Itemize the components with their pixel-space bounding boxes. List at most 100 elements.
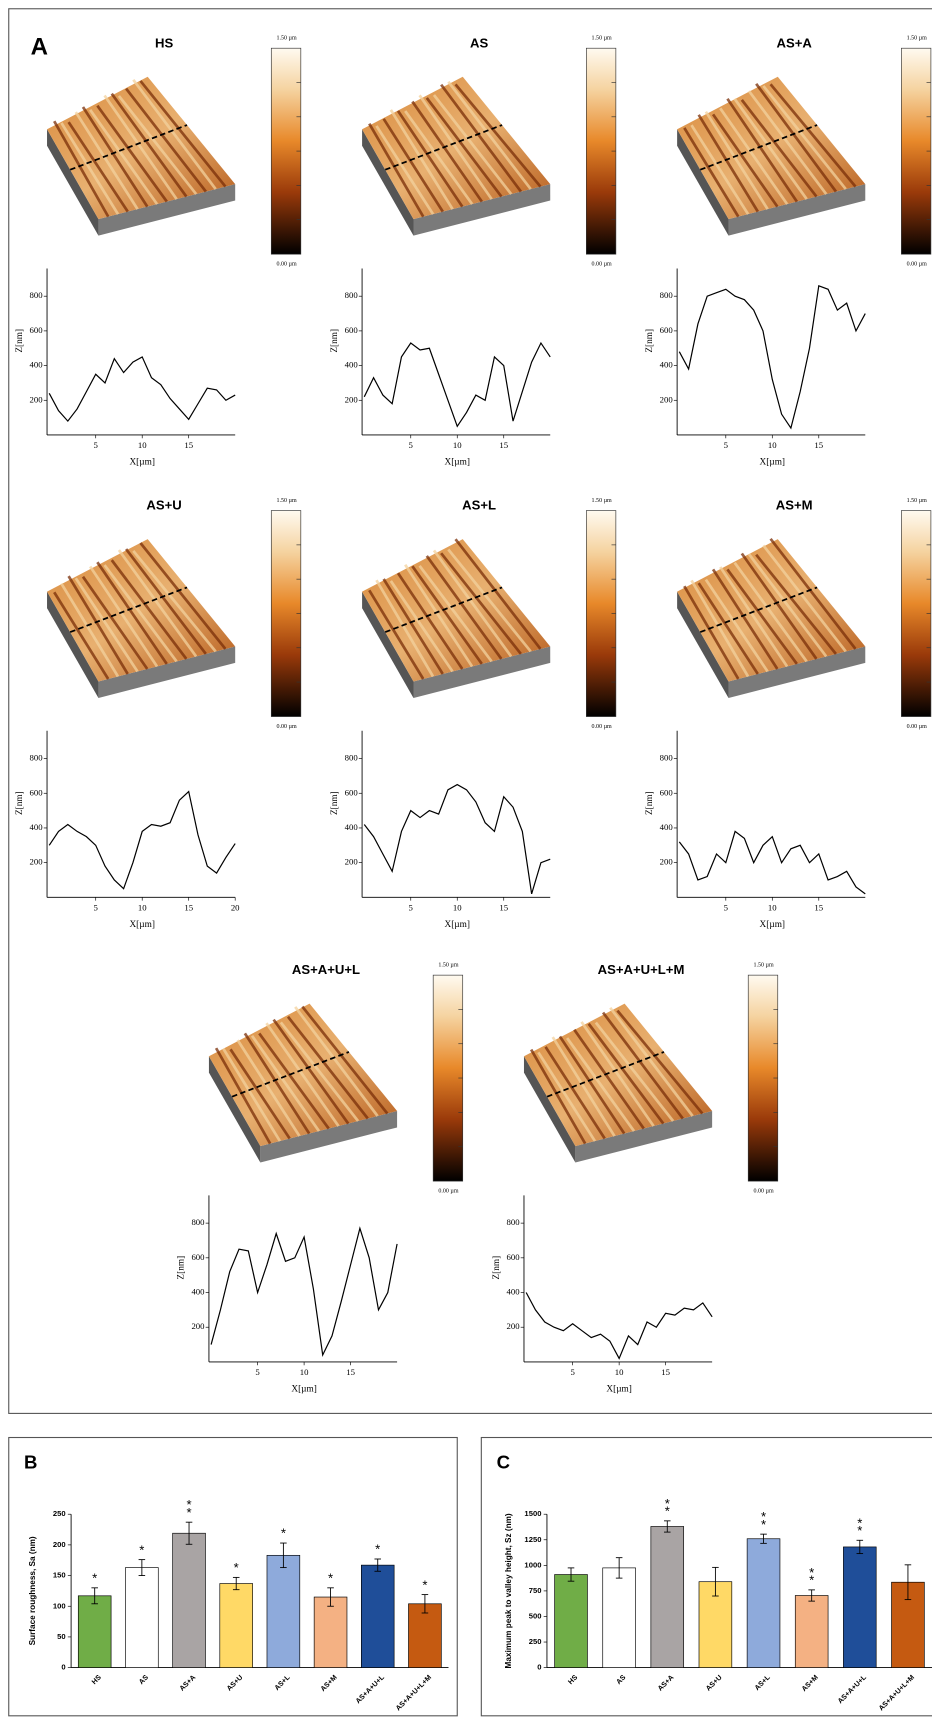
surface-side [47, 591, 99, 698]
profile-path-marker [384, 124, 503, 171]
y-tick-label: 600 [191, 1252, 205, 1262]
surface-ridge [726, 97, 799, 203]
x-tick-label: AS+A+U+L+M [877, 1673, 916, 1712]
surface-ridge [683, 585, 740, 680]
y-tick-label: 500 [529, 1611, 542, 1620]
y-tick-label: 100 [53, 1601, 66, 1610]
bar [172, 1532, 206, 1668]
surface-ridge [609, 1006, 694, 1117]
chart-title: AS+M [776, 498, 813, 513]
color-bar-max: 1.50 µm [277, 498, 297, 504]
surface-ridge [404, 110, 474, 205]
x-tick-label: 5 [255, 1367, 260, 1377]
profile-path-marker [699, 586, 818, 633]
y-axis-label: Z[nm] [15, 791, 25, 815]
surface-ridge [747, 553, 828, 658]
x-axis-label: X[µm] [129, 458, 154, 468]
bar [219, 1583, 253, 1668]
surface-ridge [389, 109, 454, 210]
profile-line [525, 1292, 713, 1360]
significance-marker: * [665, 1496, 670, 1511]
color-bar [270, 510, 302, 717]
y-tick-label: 200 [660, 857, 674, 867]
surface-ridge [382, 118, 444, 213]
surface-ridge [368, 122, 425, 218]
color-bar-max: 1.50 µm [592, 498, 612, 504]
panel-b-frame [8, 1436, 458, 1717]
surface-ridge [60, 122, 120, 215]
surface-ridge [740, 552, 818, 660]
significance-marker: * [809, 1573, 814, 1588]
surface-ridge [454, 83, 542, 188]
y-tick-label: 600 [660, 787, 674, 797]
y-tick-label: 600 [30, 787, 44, 797]
y-axis-label: Maximum peak to valley height, Sz (nm) [504, 1513, 513, 1668]
surface-ridge [440, 552, 523, 655]
surface-ridge [125, 87, 207, 193]
x-tick-label: 15 [184, 440, 193, 450]
x-tick-label: 15 [499, 902, 508, 912]
surface-ridge [132, 79, 217, 190]
x-tick-label: 10 [453, 440, 462, 450]
significance-marker: * [857, 1523, 862, 1538]
color-bar-max: 1.50 µm [907, 36, 927, 42]
surface-ridge [389, 580, 454, 673]
surface-side [98, 646, 236, 698]
x-axis-label: X[µm] [760, 920, 785, 930]
x-tick-label: 10 [300, 1367, 309, 1377]
surface-ridge [382, 578, 444, 675]
panel-c-frame [480, 1436, 932, 1717]
bar [650, 1526, 685, 1668]
chart-title: AS+U [146, 498, 181, 513]
color-bar-min: 0.00 µm [907, 724, 927, 730]
significance-marker: * [857, 1515, 862, 1530]
surface-ridge [447, 80, 532, 190]
surface-ridge [229, 1048, 291, 1140]
surface-ridge [762, 85, 847, 190]
surface-ridge [529, 1048, 587, 1145]
surface-ridge [616, 1009, 704, 1115]
surface-ridge [580, 1021, 655, 1127]
profile-line [678, 284, 866, 430]
color-bar [586, 510, 617, 717]
y-tick-label: 800 [345, 753, 359, 763]
surface-ridge [454, 538, 542, 650]
y-tick-label: 150 [53, 1571, 66, 1580]
panel-label: A [31, 34, 48, 61]
x-tick-label: 10 [768, 902, 777, 912]
y-axis-label: Z[nm] [177, 1256, 187, 1280]
panel-label: B [24, 1452, 37, 1473]
significance-marker: * [422, 1577, 427, 1592]
significance-marker: * [234, 1560, 239, 1575]
surface-ridge [740, 99, 818, 198]
surface-ridge [139, 80, 227, 188]
x-tick-label: 15 [814, 440, 823, 450]
surface-ridge [432, 94, 513, 195]
significance-marker: * [92, 1571, 97, 1586]
significance-marker: * [375, 1542, 380, 1557]
x-tick-label: 5 [409, 440, 414, 450]
surface-ridge [258, 1032, 330, 1130]
surface-ridge [117, 95, 198, 195]
y-tick-label: 200 [660, 394, 674, 404]
bar [125, 1567, 159, 1668]
surface-ridge [214, 1047, 272, 1145]
y-tick-label: 1500 [524, 1509, 541, 1518]
surface-ridge [755, 82, 838, 193]
significance-marker: * [665, 1504, 670, 1519]
color-bar-min: 0.00 µm [907, 261, 927, 267]
bar [77, 1595, 112, 1668]
surface-side [523, 1056, 576, 1163]
chart-title: AS+A+U+L+M [598, 962, 685, 977]
profile-line [48, 790, 236, 890]
y-tick-label: 800 [30, 753, 44, 763]
x-axis-label: X[µm] [291, 1384, 316, 1394]
surface-ridge [440, 83, 523, 193]
surface-ridge [89, 109, 159, 205]
y-tick-label: 800 [660, 290, 674, 300]
chart-title: HS [155, 35, 173, 50]
x-tick-label: AS+A+U+L+M [394, 1673, 433, 1712]
surface-ridge [103, 564, 178, 663]
y-tick-label: 50 [57, 1632, 66, 1641]
x-tick-label: 15 [814, 902, 823, 912]
